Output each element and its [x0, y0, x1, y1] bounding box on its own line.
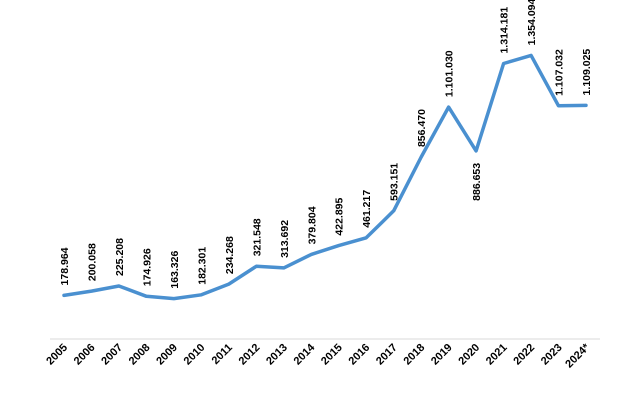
data-labels: 178.964 200.058 225.208 174.926 163.326 182.3… — [59, 0, 593, 289]
series-line — [62, 53, 588, 301]
data-label-2008: 174.926 — [141, 248, 153, 286]
data-label-2020: 886.653 — [471, 163, 483, 201]
x-tick-label-2017: 2017 — [374, 342, 400, 368]
x-tick-label-2011: 2011 — [210, 342, 235, 367]
data-label-2018: 856.470 — [416, 109, 428, 147]
x-tick-label-2013: 2013 — [264, 342, 290, 368]
x-tick-label-2005: 2005 — [44, 342, 70, 368]
data-label-2012: 321.548 — [251, 218, 263, 256]
data-label-2010: 182.301 — [196, 247, 208, 285]
x-tick-label-2006: 2006 — [72, 342, 98, 368]
data-label-2009: 163.326 — [169, 251, 181, 289]
x-tick-label-2009: 2009 — [154, 342, 180, 368]
data-label-2016: 461.217 — [361, 190, 373, 228]
data-label-2007: 225.208 — [114, 238, 126, 276]
x-tick-label-2022: 2022 — [511, 342, 537, 368]
x-tick-label-2021: 2021 — [484, 342, 510, 368]
x-tick-label-2016: 2016 — [347, 342, 373, 368]
x-axis-tick-labels: 2005 2006 2007 2008 2009 2010 2011 2012 2013 2014… — [44, 341, 592, 370]
data-label-2021: 1.314.181 — [499, 7, 511, 54]
x-tick-label-2023: 2023 — [539, 342, 565, 368]
data-label-2017: 593.151 — [389, 163, 401, 201]
x-tick-label-2012: 2012 — [237, 342, 263, 368]
x-tick-label-2008: 2008 — [127, 342, 153, 368]
data-label-2015: 422.895 — [334, 197, 346, 235]
x-tick-label-2010: 2010 — [182, 342, 208, 368]
x-tick-label-2019: 2019 — [429, 342, 455, 368]
x-tick-label-2020: 2020 — [456, 342, 482, 368]
data-label-2011: 234.268 — [224, 236, 236, 274]
data-label-2024star: 1.109.025 — [581, 49, 593, 96]
data-label-2022: 1.354.094 — [526, 0, 538, 45]
x-tick-label-2007: 2007 — [99, 342, 125, 368]
data-label-2005: 178.964 — [59, 247, 71, 285]
data-label-2014: 379.804 — [306, 206, 318, 244]
data-label-2006: 200.058 — [86, 243, 98, 281]
x-tick-label-2014: 2014 — [292, 341, 318, 367]
x-tick-label-2024star: 2024* — [563, 341, 592, 370]
x-tick-label-2018: 2018 — [401, 342, 427, 368]
data-label-2019: 1.101.030 — [444, 50, 456, 97]
data-label-2013: 313.692 — [279, 220, 291, 258]
data-label-2023: 1.107.032 — [554, 49, 566, 96]
x-tick-label-2015: 2015 — [319, 342, 345, 368]
